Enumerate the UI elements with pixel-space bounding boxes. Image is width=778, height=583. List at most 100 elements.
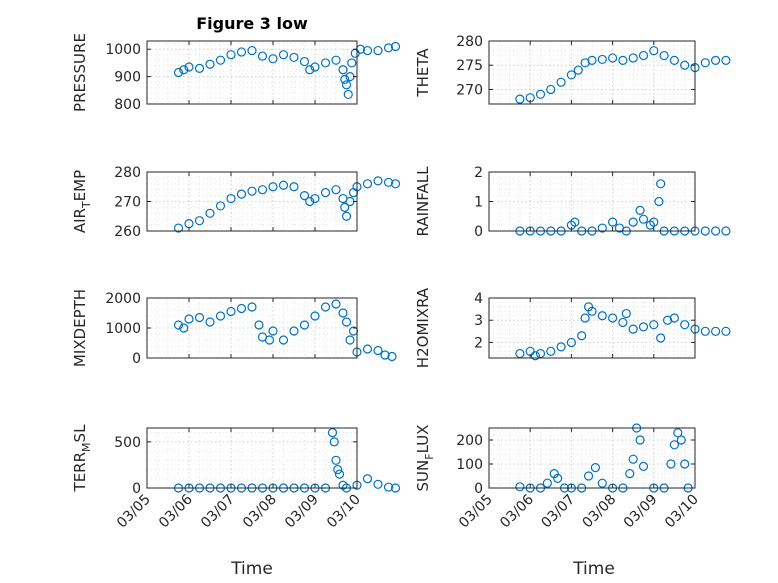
- x-tick-label: 03/05: [114, 492, 154, 532]
- data-point: [566, 70, 577, 80]
- data-point: [340, 74, 350, 84]
- y-axis-label-subscript: T: [80, 201, 93, 209]
- data-point: [343, 89, 353, 100]
- data-point: [338, 65, 348, 75]
- data-point: [721, 226, 731, 236]
- y-axis-label-subscript: F: [423, 453, 436, 459]
- data-point: [587, 55, 597, 65]
- data-point: [638, 50, 649, 61]
- data-point: [362, 474, 373, 484]
- data-point: [656, 179, 666, 189]
- data-point: [226, 193, 236, 204]
- data-point: [329, 437, 339, 447]
- axes-frame: [488, 40, 696, 105]
- data-point: [621, 308, 631, 319]
- panel-1: 800 900 1000 PRESSURE: [71, 33, 401, 113]
- y-tick-label: 0: [132, 481, 141, 497]
- data-point: [607, 217, 618, 227]
- data-point: [184, 62, 194, 72]
- data-point: [289, 182, 299, 192]
- x-tick-label: 03/06: [156, 491, 196, 531]
- data-point: [305, 196, 315, 207]
- data-point: [173, 320, 184, 330]
- data-point: [710, 226, 721, 236]
- data-point: [278, 50, 289, 60]
- data-point: [373, 345, 383, 356]
- y-tick-label: 2000: [105, 291, 141, 307]
- data-point: [236, 47, 247, 57]
- y-axis-label-suffix: LUX: [414, 425, 432, 454]
- data-point: [570, 217, 580, 227]
- data-point: [179, 65, 189, 75]
- data-point: [597, 54, 607, 65]
- y-axis-label: MIXDEPTH: [71, 289, 89, 367]
- data-point: [680, 459, 690, 469]
- data-point: [264, 335, 275, 345]
- y-axis-label-main: RAINFALL: [414, 166, 432, 237]
- axes-frame: [488, 427, 696, 489]
- y-tick-label: 270: [456, 82, 483, 98]
- data-point: [173, 223, 184, 233]
- data-point: [530, 351, 540, 361]
- y-axis-label-main: H2OMIXRA: [414, 287, 432, 368]
- data-point: [194, 216, 205, 226]
- data-point: [205, 317, 215, 327]
- data-point: [257, 51, 268, 61]
- y-axis-label-main: PRESSURE: [71, 33, 89, 112]
- data-point: [597, 311, 607, 321]
- data-point: [566, 337, 577, 348]
- figure-title: Figure 3 low: [196, 14, 308, 33]
- panel-6: 2 3 4 H2OMIXRA: [414, 287, 731, 368]
- x-tick-label: 03/07: [198, 492, 238, 532]
- y-tick-label: 100: [456, 457, 483, 473]
- data-point: [673, 428, 683, 438]
- x-tick-label: 03/09: [621, 492, 661, 532]
- data-point: [710, 55, 721, 65]
- data-point: [173, 67, 184, 78]
- y-tick-label: 900: [114, 70, 141, 86]
- data-point: [618, 317, 628, 328]
- data-point: [387, 351, 397, 362]
- data-point: [577, 331, 587, 341]
- y-axis-label: SUNFLUX: [414, 425, 436, 492]
- data-point: [700, 226, 710, 236]
- data-point: [331, 299, 341, 309]
- data-point: [340, 202, 350, 212]
- data-point: [341, 211, 352, 221]
- data-point: [654, 196, 664, 207]
- data-point: [247, 302, 257, 312]
- y-axis-label-main: TERR: [71, 452, 89, 493]
- data-point: [638, 214, 649, 224]
- data-point: [278, 180, 289, 190]
- data-point: [310, 62, 320, 72]
- data-point: [215, 55, 226, 65]
- data-point: [597, 478, 607, 488]
- y-tick-label: 275: [456, 58, 483, 74]
- data-point: [618, 55, 628, 65]
- panel-3: 260 270 280 AIRTEMP: [71, 165, 401, 240]
- data-point: [373, 45, 383, 56]
- y-tick-label: 200: [456, 433, 483, 449]
- y-tick-label: 1: [474, 195, 483, 211]
- data-point: [226, 306, 236, 317]
- data-point: [320, 188, 331, 198]
- data-point: [257, 185, 268, 195]
- data-point: [580, 313, 590, 323]
- data-point: [659, 50, 669, 61]
- data-point: [535, 89, 546, 99]
- x-tick-label: 03/06: [497, 491, 537, 531]
- data-point: [590, 463, 601, 473]
- data-point: [625, 469, 635, 479]
- data-point: [390, 41, 401, 52]
- panel-4: 0 1 2 RAINFALL: [414, 165, 731, 240]
- data-point: [278, 335, 289, 345]
- y-axis-label: RAINFALL: [414, 166, 432, 237]
- data-point: [546, 84, 556, 95]
- data-point: [373, 479, 383, 489]
- data-point: [649, 320, 659, 330]
- y-tick-label: 1000: [105, 321, 141, 337]
- data-point: [268, 326, 278, 336]
- data-point: [338, 308, 348, 318]
- data-point: [546, 346, 556, 356]
- data-point: [390, 179, 401, 189]
